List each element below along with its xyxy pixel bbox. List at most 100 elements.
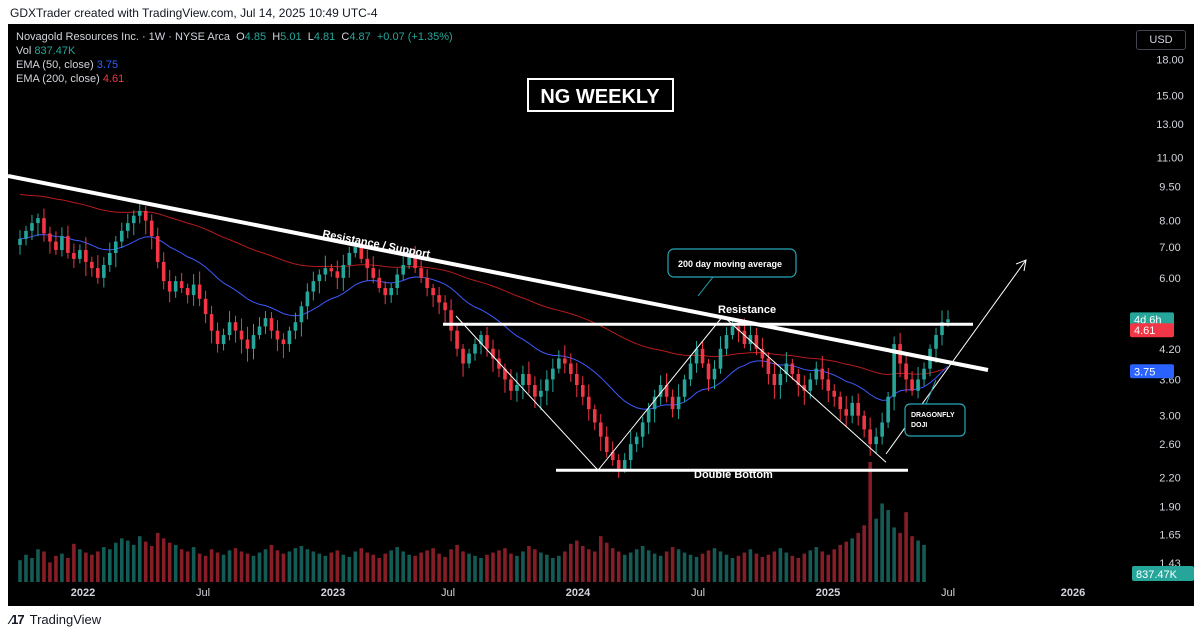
candle-body bbox=[790, 363, 795, 374]
candle-body bbox=[910, 379, 914, 391]
drawings: Resistance / Support Resistance Double Bot… bbox=[8, 78, 1027, 481]
volume-bar bbox=[347, 556, 352, 582]
label-double-bottom: Double Bottom bbox=[694, 469, 773, 481]
x-tick-label: 2023 bbox=[321, 587, 345, 599]
candle-body bbox=[497, 358, 501, 369]
symbol-title[interactable]: Novagold Resources Inc. · 1W · NYSE Arca bbox=[16, 31, 230, 43]
candle-body bbox=[143, 210, 148, 221]
candle-body bbox=[173, 281, 178, 292]
chart-panel[interactable]: Resistance / Support Resistance Double Bot… bbox=[8, 24, 1194, 606]
currency-button[interactable]: USD bbox=[1136, 30, 1186, 50]
callout-ma-box bbox=[667, 248, 797, 278]
volume-bar bbox=[820, 551, 825, 582]
volume-tag-label: 837.47K bbox=[1136, 569, 1178, 581]
candle-body bbox=[580, 385, 585, 397]
candle-body bbox=[167, 281, 172, 292]
volume-bar bbox=[533, 549, 537, 582]
volume-bar bbox=[209, 549, 214, 582]
candle-body bbox=[263, 318, 268, 327]
candle-body bbox=[718, 348, 723, 369]
volume-bar bbox=[377, 558, 382, 582]
candle-body bbox=[880, 422, 884, 437]
volume-bar bbox=[455, 544, 459, 582]
vol-label[interactable]: Vol bbox=[16, 45, 32, 57]
volume-bar bbox=[479, 558, 483, 582]
volume-bar bbox=[772, 551, 777, 582]
callout-ma-pointer bbox=[697, 276, 714, 297]
volume-bar bbox=[461, 551, 465, 582]
volume-bar bbox=[269, 544, 274, 582]
candle-body bbox=[778, 373, 783, 386]
volume-bar bbox=[604, 542, 609, 582]
title-box bbox=[527, 78, 674, 112]
volume-bar bbox=[60, 553, 64, 582]
callout-doji-pointer bbox=[925, 379, 937, 405]
volume-bar bbox=[503, 548, 507, 582]
candle-body bbox=[850, 402, 855, 416]
candle-body bbox=[245, 339, 250, 349]
volume-bar bbox=[563, 551, 567, 582]
candle-body bbox=[838, 396, 843, 410]
candle-body bbox=[389, 288, 393, 296]
candle-body bbox=[48, 233, 52, 242]
candle-body bbox=[694, 348, 699, 364]
candle-body bbox=[257, 326, 262, 336]
candle-body bbox=[36, 218, 40, 224]
trendline-resistance-support bbox=[8, 174, 989, 372]
price-tag-label: 4.61 bbox=[1134, 325, 1155, 337]
candle-body bbox=[563, 358, 567, 364]
volume-bar bbox=[239, 551, 244, 582]
volume-bar bbox=[155, 532, 160, 582]
volume-bar bbox=[449, 549, 453, 582]
volume-bar bbox=[539, 552, 543, 582]
chart-credit: GDXTrader created with TradingView.com, … bbox=[10, 6, 378, 20]
volume-bar bbox=[527, 546, 531, 582]
candle-body bbox=[826, 379, 831, 391]
volume-bar bbox=[670, 547, 675, 582]
candle-body bbox=[443, 302, 447, 311]
candle-body bbox=[485, 335, 489, 349]
price-chart[interactable]: Resistance / Support Resistance Double Bot… bbox=[8, 24, 1194, 606]
candle-body bbox=[940, 322, 944, 336]
volume-bar bbox=[676, 549, 681, 582]
candle-body bbox=[586, 396, 591, 410]
y-tick-label: 15.00 bbox=[1156, 91, 1184, 103]
candle-body bbox=[533, 385, 537, 397]
volume-bar bbox=[485, 554, 489, 582]
high-value: 5.01 bbox=[280, 31, 302, 43]
ema200-label[interactable]: EMA (200, close) bbox=[16, 73, 100, 85]
volume-bar bbox=[137, 536, 142, 582]
ema50-label[interactable]: EMA (50, close) bbox=[16, 59, 94, 71]
candle-body bbox=[221, 335, 226, 345]
candle-body bbox=[197, 284, 202, 299]
candle-body bbox=[125, 223, 130, 231]
candle-body bbox=[137, 210, 142, 216]
candle-body bbox=[527, 373, 531, 386]
volume-bar bbox=[66, 558, 70, 582]
close-value: 4.87 bbox=[349, 31, 371, 43]
volume-bar bbox=[407, 554, 411, 582]
volume-bar bbox=[173, 544, 178, 582]
volume-bar bbox=[443, 556, 447, 582]
volume-bar bbox=[365, 552, 370, 582]
label-resistance: Resistance bbox=[718, 304, 776, 316]
volume-bar bbox=[664, 551, 669, 582]
candle-body bbox=[539, 390, 543, 397]
candle-body bbox=[700, 348, 705, 364]
price-tag bbox=[1130, 364, 1174, 379]
candle-body bbox=[359, 247, 364, 259]
candle-body bbox=[42, 218, 46, 234]
y-tick-label: 13.00 bbox=[1156, 119, 1184, 131]
volume-bar bbox=[700, 553, 705, 582]
candle-body bbox=[311, 281, 316, 292]
candle-body bbox=[802, 385, 807, 391]
volume-bar bbox=[616, 551, 621, 582]
volume-bar bbox=[910, 536, 914, 582]
volume-bar bbox=[598, 536, 603, 582]
candle-body bbox=[383, 288, 388, 296]
candle-body bbox=[766, 358, 771, 374]
volume-bar bbox=[850, 538, 855, 582]
volume-bar bbox=[760, 556, 765, 582]
volume-bar bbox=[54, 555, 58, 582]
volume-bar bbox=[251, 555, 256, 582]
